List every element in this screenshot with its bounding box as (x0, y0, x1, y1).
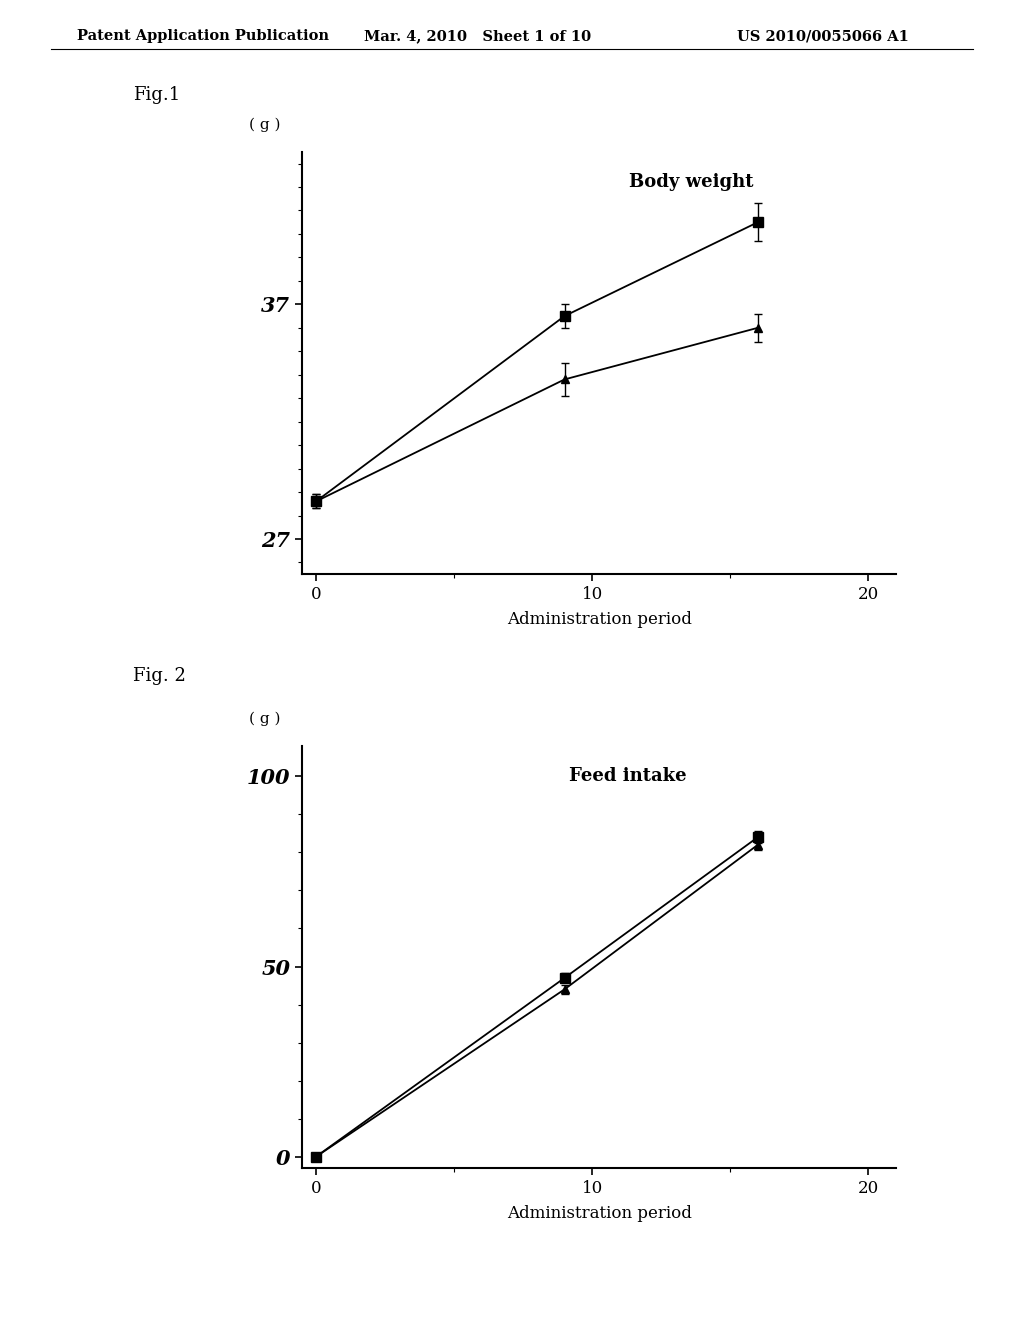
X-axis label: Administration period: Administration period (507, 1205, 691, 1222)
Text: US 2010/0055066 A1: US 2010/0055066 A1 (737, 29, 909, 44)
Text: Patent Application Publication: Patent Application Publication (77, 29, 329, 44)
Text: Fig. 2: Fig. 2 (133, 667, 186, 685)
Text: Mar. 4, 2010   Sheet 1 of 10: Mar. 4, 2010 Sheet 1 of 10 (364, 29, 591, 44)
Text: Fig.1: Fig.1 (133, 86, 180, 104)
Text: ( g ): ( g ) (249, 711, 281, 726)
Text: Feed intake: Feed intake (569, 767, 687, 785)
Text: Body weight: Body weight (629, 173, 754, 191)
Text: ( g ): ( g ) (249, 117, 281, 132)
X-axis label: Administration period: Administration period (507, 611, 691, 628)
